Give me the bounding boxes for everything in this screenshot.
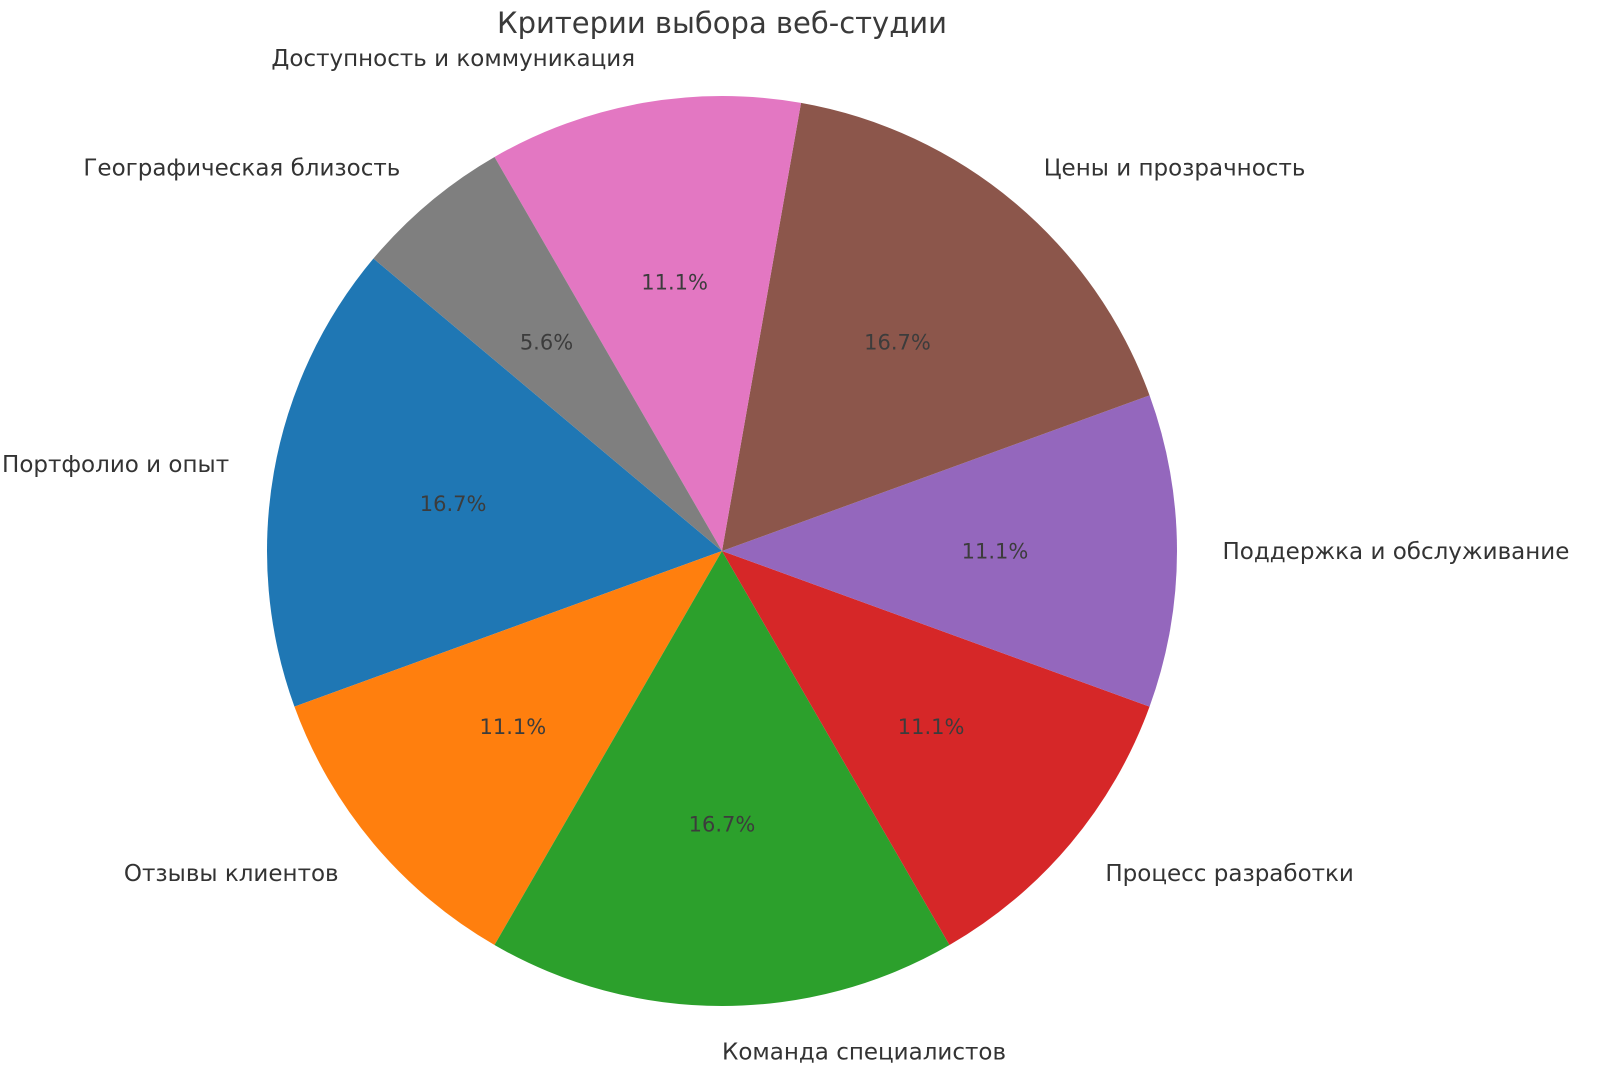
slice-percent-7: 5.6% — [520, 330, 573, 354]
slice-percent-6: 11.1% — [641, 270, 708, 294]
slice-percent-1: 11.1% — [480, 715, 547, 739]
chart-title: Критерии выбора веб-студии — [497, 6, 947, 40]
pie-slice-0 — [266, 258, 722, 707]
slice-label-7: Географическая близость — [83, 156, 400, 182]
slice-percent-5: 16.7% — [864, 330, 931, 354]
slice-label-0: Портфолио и опыт — [2, 452, 229, 478]
slice-percent-0: 16.7% — [420, 492, 487, 516]
pie-slice-5 — [722, 102, 1150, 551]
slice-percent-2: 16.7% — [689, 812, 756, 836]
pie-slice-3 — [722, 551, 1150, 946]
slice-label-5: Цены и прозрачность — [1044, 156, 1306, 182]
slice-label-1: Отзывы клиентов — [124, 861, 339, 887]
pie-slice-1 — [294, 551, 722, 946]
slice-percent-3: 11.1% — [898, 715, 965, 739]
slice-label-4: Поддержка и обслуживание — [1223, 539, 1570, 565]
slice-percent-4: 11.1% — [962, 539, 1029, 563]
slice-label-2: Команда специалистов — [722, 1040, 1006, 1066]
pie-slice-7 — [373, 156, 722, 551]
slice-label-3: Процесс разработки — [1105, 861, 1354, 887]
slice-label-6: Доступность и коммуникация — [271, 46, 635, 72]
pie-slice-6 — [494, 95, 802, 551]
pie-slice-4 — [722, 395, 1178, 707]
pie-slice-2 — [494, 551, 950, 1006]
